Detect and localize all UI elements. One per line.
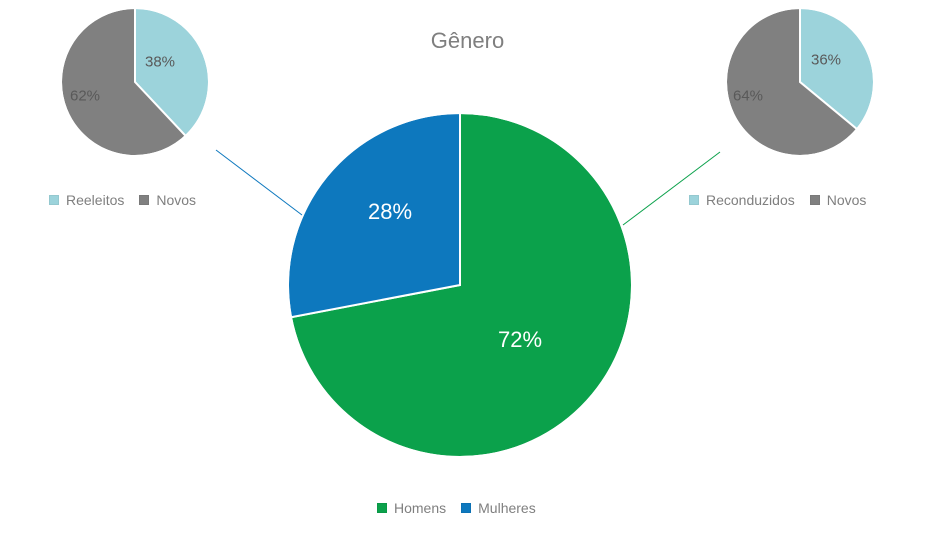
callout-line: [216, 150, 302, 215]
callout-line: [623, 152, 720, 225]
legend-swatch: [48, 194, 60, 206]
legend-label: Novos: [156, 192, 196, 208]
legend-item: Novos: [809, 192, 867, 208]
legend-label: Homens: [394, 500, 446, 516]
legend-item: Novos: [138, 192, 196, 208]
legend-label: Mulheres: [478, 500, 536, 516]
legend-swatch: [460, 502, 472, 514]
legend-swatch: [376, 502, 388, 514]
left-slice-1-label: 62%: [70, 88, 100, 105]
right-slice-0-label: 36%: [811, 52, 841, 69]
legend-item: Mulheres: [460, 500, 536, 516]
left-slice-0-label: 38%: [145, 54, 175, 71]
legend-label: Reeleitos: [66, 192, 124, 208]
legend-item: Reeleitos: [48, 192, 124, 208]
legend-swatch: [688, 194, 700, 206]
center-slice-0-label: 72%: [498, 327, 542, 353]
legend-swatch: [138, 194, 150, 206]
chart-canvas: [0, 0, 935, 537]
legend-item: Reconduzidos: [688, 192, 795, 208]
legend-item: Homens: [376, 500, 446, 516]
legend-swatch: [809, 194, 821, 206]
left-legend: Reeleitos Novos: [48, 192, 196, 208]
legend-label: Novos: [827, 192, 867, 208]
right-legend: Reconduzidos Novos: [688, 192, 866, 208]
right-slice-1-label: 64%: [733, 88, 763, 105]
center-slice-1-label: 28%: [368, 199, 412, 225]
center-legend: Homens Mulheres: [376, 500, 536, 516]
legend-label: Reconduzidos: [706, 192, 795, 208]
